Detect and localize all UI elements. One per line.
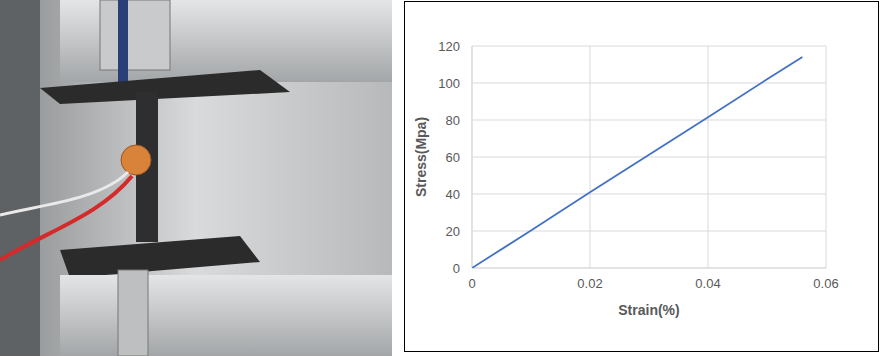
canvas: 0 20 40 60 80 100 120 0 0.02 0.04 0.06 Strain(%) Str… xyxy=(0,0,880,356)
y-axis-title: Stress(Mpa) xyxy=(413,117,429,197)
x-tick-label: 0.06 xyxy=(813,276,838,291)
machine-frame xyxy=(0,0,40,356)
bottom-grip xyxy=(60,275,392,356)
y-tick-label: 40 xyxy=(446,187,460,202)
wire xyxy=(0,172,128,215)
x-axis-line xyxy=(472,268,826,269)
top-tab xyxy=(40,70,290,104)
grip-tab xyxy=(118,0,128,90)
data-line xyxy=(472,57,802,268)
x-tick-label: 0.04 xyxy=(695,276,720,291)
bottom-tab xyxy=(60,236,260,278)
x-tick-label: 0 xyxy=(468,276,475,291)
top-grip xyxy=(60,0,392,82)
grid-line xyxy=(472,194,826,195)
grid-line xyxy=(472,83,826,84)
x-axis-title: Strain(%) xyxy=(618,302,679,318)
grid-line xyxy=(472,46,473,268)
grid xyxy=(472,46,826,268)
grid-line xyxy=(472,120,826,121)
y-tick-label: 120 xyxy=(438,39,460,54)
grid-line xyxy=(472,268,826,269)
x-tick-label: 0.02 xyxy=(577,276,602,291)
photo xyxy=(0,0,392,356)
y-tick-label: 20 xyxy=(446,224,460,239)
chart-frame xyxy=(405,2,879,352)
y-tick-label: 100 xyxy=(438,76,460,91)
grid-line xyxy=(472,157,826,158)
strain-gauge xyxy=(121,145,151,175)
data-group xyxy=(472,57,802,268)
grid-line xyxy=(826,46,827,268)
grip-block xyxy=(118,270,148,356)
grid-line xyxy=(472,231,826,232)
grid-line xyxy=(708,46,709,268)
y-axis-line xyxy=(472,46,473,268)
y-tick-label: 80 xyxy=(446,113,460,128)
grid-line xyxy=(590,46,591,268)
y-tick-label: 0 xyxy=(453,261,460,276)
grip-block xyxy=(100,0,170,70)
grid-line xyxy=(472,46,826,47)
photo-background xyxy=(0,0,392,356)
figure: 0 20 40 60 80 100 120 0 0.02 0.04 0.06 Strain(%) Str… xyxy=(0,0,880,356)
y-tick-label: 60 xyxy=(446,150,460,165)
